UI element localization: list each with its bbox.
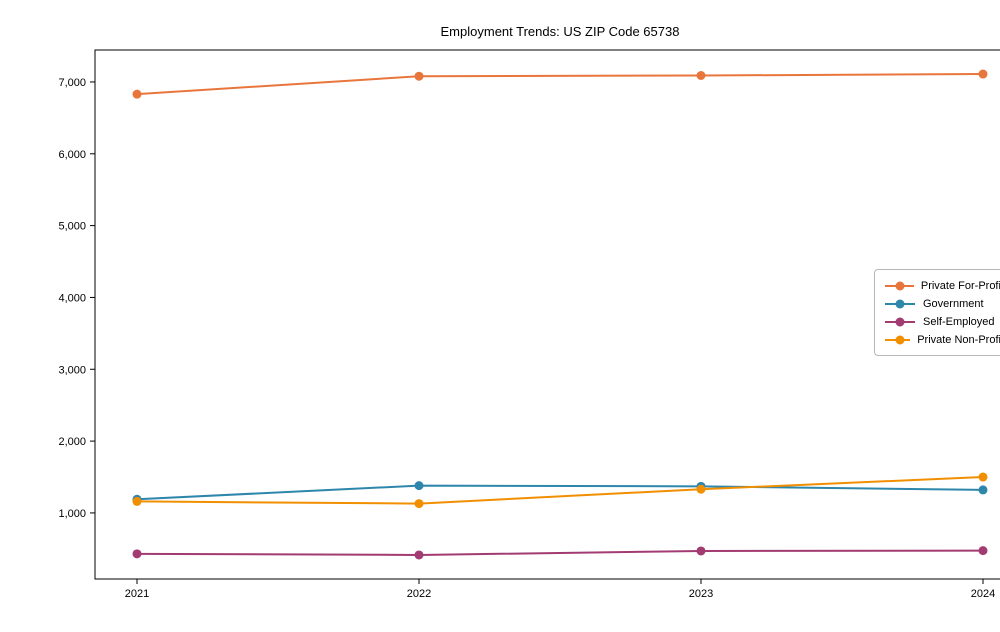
data-point: [978, 472, 988, 482]
x-tick-label: 2024: [971, 588, 995, 600]
data-point: [414, 550, 424, 560]
legend-item: Private Non-Profit: [884, 331, 1000, 348]
y-tick-label: 5,000: [58, 221, 86, 233]
legend-marker-icon: [885, 317, 915, 326]
data-point: [132, 496, 142, 506]
series-line-government: [136, 484, 984, 501]
series-line-private-non-profit: [136, 476, 984, 505]
plot-area: 1,000 2,000 3,000 4,000 5,000 6,000 7,000 2021 2…: [58, 49, 1000, 600]
data-point: [978, 485, 988, 495]
y-tick-label: 2,000: [58, 436, 86, 448]
legend: Private For-Profit Government Self-Employe…: [874, 269, 1000, 356]
y-tick-label: 1,000: [58, 508, 86, 520]
y-tick-label: 4,000: [58, 292, 86, 304]
y-tick-label: 6,000: [58, 149, 86, 161]
data-point: [414, 71, 424, 81]
series-line-private-for-profit: [136, 73, 984, 96]
x-tick-label: 2023: [689, 588, 713, 600]
data-point: [132, 549, 142, 559]
chart-title: Employment Trends: US ZIP Code 65738: [440, 24, 680, 39]
x-tick-label: 2021: [125, 588, 149, 600]
employment-trends-chart: Employment Trends: US ZIP Code 65738 1,0…: [40, 16, 1000, 616]
data-point: [414, 499, 424, 509]
legend-item: Government: [884, 295, 1000, 312]
legend-label: Private For-Profit: [920, 279, 1000, 292]
data-point: [978, 69, 988, 79]
series-line-self-employed: [136, 549, 984, 556]
legend-label: Private Non-Profit: [917, 333, 1000, 346]
data-point: [978, 546, 988, 556]
legend-marker-icon: [885, 335, 911, 344]
data-point: [696, 70, 706, 80]
legend-label: Government: [923, 297, 984, 310]
legend-marker-icon: [885, 299, 915, 308]
data-point: [414, 481, 424, 491]
legend-item: Self-Employed: [884, 313, 1000, 330]
legend-item: Private For-Profit: [884, 277, 1000, 294]
x-tick-label: 2022: [407, 588, 431, 600]
data-point: [696, 546, 706, 556]
y-tick-label: 3,000: [58, 364, 86, 376]
data-point: [696, 484, 706, 494]
legend-label: Self-Employed: [923, 315, 995, 328]
y-tick-label: 7,000: [58, 77, 86, 89]
legend-marker-icon: [885, 281, 914, 290]
data-point: [132, 89, 142, 99]
axes-frame: [94, 49, 1000, 580]
